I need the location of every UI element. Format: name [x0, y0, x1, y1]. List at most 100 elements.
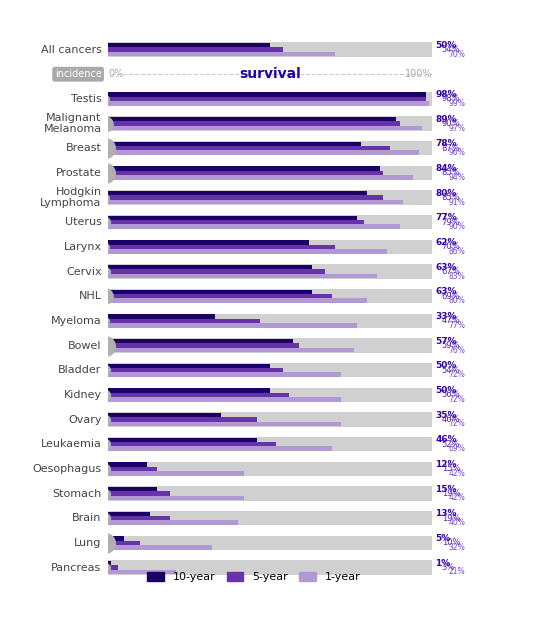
Bar: [108, 265, 312, 270]
Point: [100, 193, 109, 203]
Bar: [108, 146, 390, 151]
Text: 63%: 63%: [435, 263, 457, 272]
Bar: [108, 462, 432, 476]
Bar: [108, 438, 257, 442]
Bar: [108, 442, 276, 447]
Text: 85%: 85%: [442, 168, 460, 178]
Text: 76%: 76%: [448, 345, 465, 355]
Point: [100, 415, 109, 425]
Point: [100, 365, 109, 375]
Bar: [108, 244, 335, 249]
Text: 46%: 46%: [435, 435, 457, 444]
Text: 89%: 89%: [435, 115, 457, 123]
Bar: [108, 536, 124, 541]
Bar: [108, 47, 283, 52]
Text: 35%: 35%: [435, 411, 457, 420]
Text: Oesophagus: Oesophagus: [32, 464, 102, 474]
Text: Testis: Testis: [71, 94, 102, 104]
Text: 10%: 10%: [442, 539, 460, 547]
Point: [100, 439, 109, 449]
Bar: [108, 447, 332, 451]
Bar: [108, 323, 357, 328]
Text: Leukaemia: Leukaemia: [40, 439, 102, 449]
Text: 98%: 98%: [442, 94, 460, 103]
Bar: [108, 215, 357, 220]
Bar: [108, 92, 432, 106]
Text: 57%: 57%: [435, 336, 457, 346]
Bar: [108, 437, 432, 451]
Text: Hodgkin
Lymphoma: Hodgkin Lymphoma: [40, 186, 102, 209]
Text: 40%: 40%: [448, 518, 465, 527]
Bar: [108, 462, 147, 467]
Bar: [108, 141, 432, 156]
Bar: [108, 487, 157, 491]
Text: 13%: 13%: [435, 509, 457, 518]
Point: [100, 118, 109, 129]
Legend: 10-year, 5-year, 1-year: 10-year, 5-year, 1-year: [143, 567, 365, 587]
Point: [100, 291, 109, 301]
Point: [100, 464, 109, 474]
Text: 69%: 69%: [448, 444, 465, 453]
Text: Malignant
Melanoma: Malignant Melanoma: [43, 113, 102, 134]
Bar: [108, 392, 289, 397]
Text: 5%: 5%: [435, 534, 450, 543]
Bar: [108, 516, 170, 520]
Text: 99%: 99%: [448, 99, 465, 108]
Bar: [108, 289, 432, 304]
Text: survival: survival: [239, 67, 301, 81]
Text: 97%: 97%: [448, 123, 465, 132]
Text: 94%: 94%: [448, 173, 465, 182]
Text: 54%: 54%: [442, 366, 460, 375]
Text: 33%: 33%: [435, 312, 457, 321]
Text: Brain: Brain: [72, 513, 102, 523]
Bar: [108, 413, 221, 417]
Text: 72%: 72%: [448, 395, 465, 404]
Point: [100, 488, 109, 498]
Bar: [108, 363, 432, 377]
Bar: [108, 570, 176, 574]
Text: 56%: 56%: [442, 391, 460, 399]
Point: [100, 217, 109, 227]
Text: Lung: Lung: [74, 538, 102, 548]
Bar: [108, 52, 335, 56]
Text: NHL: NHL: [78, 291, 102, 301]
Text: Myeloma: Myeloma: [51, 316, 102, 326]
Text: 70%: 70%: [448, 50, 465, 59]
Text: 0%: 0%: [108, 69, 123, 79]
Text: Larynx: Larynx: [63, 242, 102, 252]
Text: Uterus: Uterus: [65, 217, 102, 227]
Text: 80%: 80%: [448, 296, 465, 305]
Text: 100%: 100%: [404, 69, 432, 79]
Point: [100, 316, 109, 326]
Text: Pancreas: Pancreas: [51, 563, 102, 573]
Bar: [108, 368, 283, 372]
Text: Bowel: Bowel: [68, 341, 102, 350]
Text: 90%: 90%: [442, 119, 460, 128]
Bar: [108, 299, 367, 303]
Bar: [108, 43, 270, 47]
Text: All cancers: All cancers: [40, 45, 102, 55]
Bar: [108, 101, 429, 106]
Bar: [108, 560, 432, 575]
Bar: [108, 565, 118, 570]
Text: Prostate: Prostate: [56, 168, 102, 178]
Text: Kidney: Kidney: [63, 390, 102, 400]
Bar: [108, 42, 432, 57]
Text: 77%: 77%: [435, 214, 457, 222]
Text: 86%: 86%: [448, 247, 465, 256]
Text: 63%: 63%: [435, 287, 457, 296]
Bar: [108, 486, 432, 501]
Text: 96%: 96%: [448, 148, 465, 158]
Text: 42%: 42%: [448, 469, 465, 478]
Text: 59%: 59%: [442, 341, 460, 350]
Text: 78%: 78%: [435, 139, 457, 148]
Text: 72%: 72%: [448, 370, 465, 379]
Bar: [108, 338, 432, 353]
Bar: [108, 175, 413, 180]
Text: 91%: 91%: [448, 198, 465, 207]
Bar: [108, 126, 422, 130]
Text: 50%: 50%: [435, 386, 457, 395]
Bar: [108, 471, 244, 476]
Bar: [108, 224, 400, 229]
Bar: [108, 421, 341, 427]
